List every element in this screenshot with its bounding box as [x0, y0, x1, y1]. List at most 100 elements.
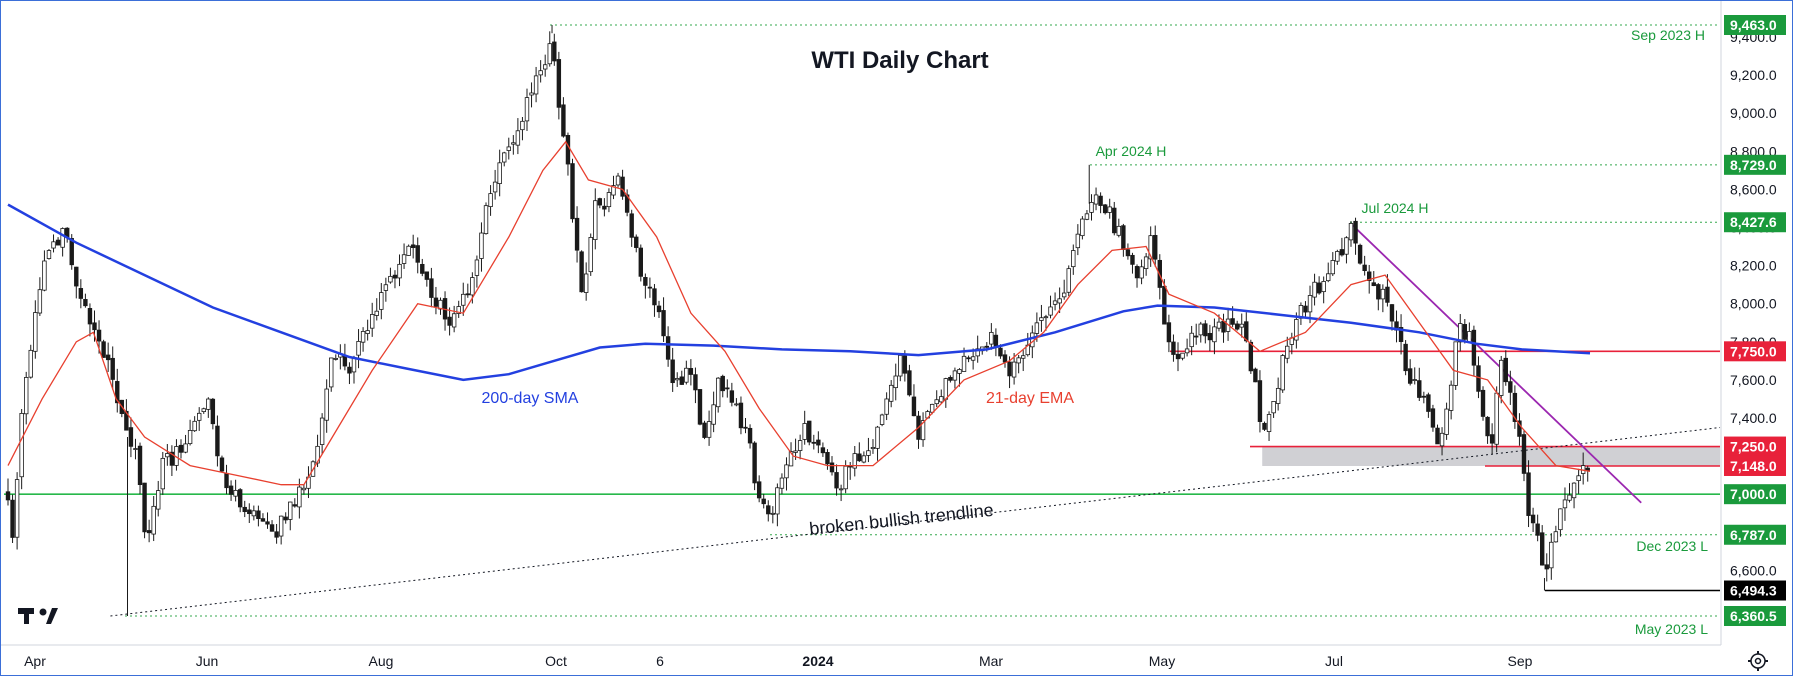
candle-body: [1253, 368, 1258, 383]
candle-body: [105, 354, 111, 361]
candle-body: [483, 205, 489, 235]
candle-body: [1417, 380, 1422, 398]
candle-body: [1244, 321, 1249, 342]
candle-body: [96, 329, 102, 342]
y-tick-label: 8,600.0: [1730, 181, 1777, 197]
candle-body: [1367, 271, 1372, 282]
candle-body: [583, 273, 589, 293]
candle-body: [511, 142, 516, 145]
bullish-trendline: [110, 427, 1721, 617]
candle-body: [1130, 254, 1135, 265]
candle-body: [1376, 284, 1381, 300]
candle-body: [87, 308, 93, 325]
candle-body: [1508, 381, 1513, 393]
candle-body: [1194, 335, 1199, 338]
candle-body: [879, 414, 885, 425]
candle-body: [570, 163, 575, 220]
y-tick-label: 7,600.0: [1730, 372, 1777, 388]
candle-body: [406, 245, 411, 256]
candle-body: [55, 239, 61, 246]
x-tick-label: Apr: [24, 653, 46, 669]
gear-icon[interactable]: [1748, 651, 1768, 671]
candle-body: [1403, 343, 1408, 372]
ema-21-line: [7, 140, 1591, 486]
candle-body: [770, 512, 776, 515]
candle-body: [902, 355, 908, 374]
candle-body: [424, 271, 430, 280]
candle-body: [1080, 218, 1085, 237]
candle-body: [51, 241, 56, 249]
candle-body: [807, 420, 812, 443]
annotation-dec-2023-l: Dec 2023 L: [1636, 538, 1708, 554]
candle-body: [934, 399, 939, 405]
candle-body: [397, 263, 402, 279]
candle-body: [1312, 281, 1317, 298]
candle-body: [1494, 392, 1499, 445]
candle-body: [561, 104, 566, 137]
candle-body: [74, 266, 79, 287]
candle-body: [1248, 341, 1254, 372]
candle-body: [820, 447, 826, 454]
label-21-day-ema: 21-day EMA: [986, 390, 1074, 407]
candle-body: [720, 375, 725, 392]
candle-body: [1421, 395, 1427, 398]
candle-body: [1034, 322, 1040, 334]
candle-body: [1294, 319, 1299, 341]
candle-body: [265, 521, 270, 525]
candle-body: [215, 425, 220, 457]
candle-body: [533, 75, 539, 95]
y-tick-label: 8,000.0: [1730, 296, 1777, 312]
candle-body: [1398, 327, 1404, 343]
x-tick-label: Mar: [979, 653, 1003, 669]
candle-body: [210, 398, 216, 425]
y-tick-label: 6,600.0: [1730, 562, 1777, 578]
candle-body: [661, 310, 666, 337]
level-badge-bg: [1724, 524, 1786, 545]
candle-body: [1549, 541, 1554, 569]
candle-body: [19, 413, 24, 478]
candle-body: [160, 457, 165, 490]
candle-body: [1043, 316, 1049, 319]
candle-body: [28, 349, 33, 378]
candle-body: [479, 232, 484, 259]
candle-body: [474, 259, 480, 276]
candle-body: [69, 238, 74, 266]
candle-body: [652, 288, 657, 306]
x-tick-label: 6: [656, 653, 664, 669]
support-zone-layer: [1262, 446, 1720, 466]
level-badge-bg: [1724, 341, 1786, 362]
candle-body: [638, 247, 643, 277]
candle-body: [379, 292, 384, 310]
candle-body: [451, 313, 457, 328]
candle-body: [538, 70, 543, 76]
candle-body: [1330, 260, 1335, 275]
candle-body: [1426, 394, 1431, 412]
moving-averages-layer: [7, 140, 1591, 486]
candle-body: [247, 509, 252, 515]
candle-body: [1134, 266, 1140, 279]
level-badge-2: 8,427.6: [1730, 214, 1777, 230]
candle-body: [1526, 472, 1531, 516]
candle-body: [524, 97, 530, 122]
candle-body: [1471, 329, 1477, 366]
candle-body: [156, 490, 161, 510]
candle-body: [1175, 353, 1181, 360]
candle-body: [843, 465, 848, 490]
x-tick-label: Sep: [1508, 653, 1533, 669]
candle-body: [1335, 251, 1340, 262]
candle-body: [1275, 387, 1281, 404]
candle-body: [957, 369, 962, 374]
candle-body: [1517, 420, 1522, 437]
candle-body: [197, 412, 202, 421]
candle-body: [1230, 318, 1235, 325]
candle-body: [1066, 268, 1071, 293]
candle-body: [351, 357, 357, 373]
candle-body: [766, 505, 771, 515]
candle-body: [943, 378, 949, 400]
level-badge-bg: [1724, 212, 1786, 233]
candle-body: [697, 389, 703, 425]
candle-body: [811, 441, 816, 444]
candle-body: [1148, 235, 1153, 260]
